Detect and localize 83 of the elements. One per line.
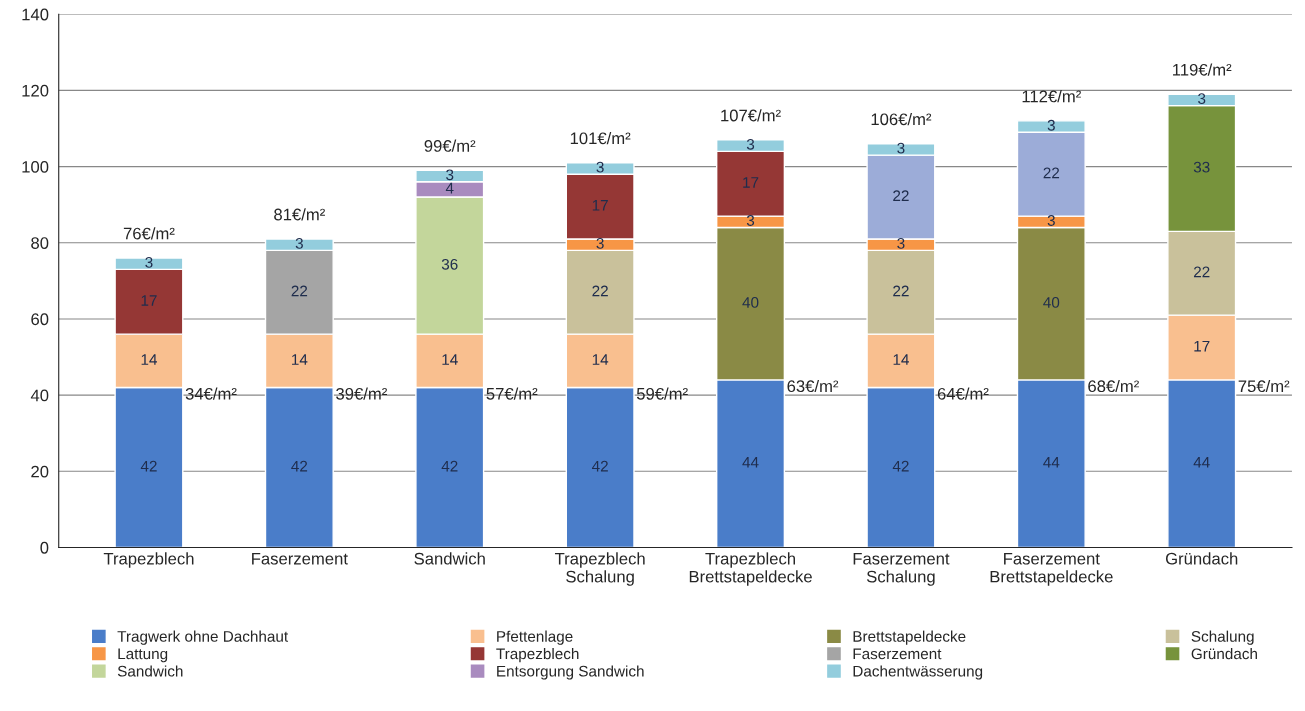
data-label: 4	[445, 182, 454, 194]
legend-label: Sandwich	[117, 665, 183, 677]
data-label: 3	[596, 161, 604, 173]
y-tick-label: 40	[30, 389, 49, 402]
x-tick-label: Faserzement Schalung	[853, 552, 950, 586]
annotation: 59€/m²	[636, 387, 688, 400]
data-label: 44	[1043, 457, 1060, 468]
data-label: 44	[1193, 457, 1210, 468]
legend-label: Schalung	[1191, 630, 1254, 645]
data-label: 42	[892, 460, 909, 472]
total-label: 106€/m²	[871, 112, 932, 126]
annotation: 68€/m²	[1088, 379, 1139, 393]
data-label: 22	[291, 285, 308, 297]
y-tick-label: 60	[31, 313, 49, 326]
total-label: 112€/m²	[1022, 90, 1081, 103]
x-tick-label: Faserzement Brettstapeldecke	[990, 552, 1113, 586]
data-label: 14	[292, 354, 308, 365]
y-tick-label: 140	[22, 8, 49, 21]
data-label: 3	[746, 215, 755, 226]
data-label: 22	[592, 285, 608, 297]
legend-label: Tragwerk ohne Dachhaut	[117, 630, 289, 645]
data-label: 14	[442, 354, 458, 365]
annotation: 39€/m²	[336, 387, 387, 400]
legend-label: Brettstapeldecke	[853, 630, 966, 645]
data-label: 22	[1193, 266, 1210, 278]
data-label: 14	[141, 354, 158, 365]
data-label: 3	[746, 138, 755, 150]
legend-label: Gründach	[1191, 648, 1257, 660]
annotation: 75€/m²	[1238, 379, 1290, 393]
data-label: 42	[140, 460, 157, 472]
legend-label: Trapezblech	[496, 648, 579, 663]
data-label: 3	[446, 169, 454, 181]
x-tick-label: Sandwich	[414, 552, 485, 565]
y-tick-label: 20	[31, 465, 49, 478]
legend-label: Lattung	[118, 648, 168, 663]
total-label: 119€/m²	[1173, 63, 1232, 76]
data-label: 44	[742, 457, 759, 468]
annotation: 57€/m²	[486, 387, 538, 400]
legend-label: Dachentwässerung	[853, 665, 983, 680]
total-label: 76€/m²	[123, 227, 175, 240]
data-label: 33	[1193, 161, 1210, 173]
annotation: 64€/m²	[937, 387, 989, 400]
data-label: 42	[592, 460, 608, 472]
x-tick-label: Trapezblech	[103, 552, 194, 568]
total-label: 107€/m²	[721, 109, 781, 122]
data-label: 40	[1043, 296, 1060, 308]
data-label: 42	[291, 460, 308, 472]
x-tick-label: Faserzement	[252, 552, 348, 565]
total-label: 101€/m²	[570, 132, 631, 145]
data-label: 14	[592, 354, 609, 365]
data-label: 14	[893, 354, 909, 365]
data-label: 3	[897, 142, 905, 154]
total-label: 99€/m²	[424, 139, 476, 152]
data-label: 22	[893, 190, 909, 201]
data-label: 42	[441, 460, 458, 472]
data-label: 17	[1194, 340, 1210, 352]
y-tick-label: 100	[22, 160, 49, 173]
data-label: 3	[295, 237, 303, 249]
legend-label: Pfettenlage	[497, 630, 573, 645]
data-label: 17	[592, 200, 608, 211]
data-label: 3	[1047, 119, 1055, 131]
x-tick-label: Trapezblech Schalung	[554, 552, 645, 586]
data-label: 3	[1198, 93, 1206, 105]
y-tick-label: 120	[22, 84, 49, 97]
legend-label: Entsorgung Sandwich	[497, 665, 644, 680]
data-label: 17	[743, 177, 759, 188]
y-tick-label: 0	[40, 541, 49, 554]
x-tick-label: Gründach	[1165, 552, 1238, 565]
total-label: 81€/m²	[274, 208, 325, 221]
data-label: 3	[1047, 215, 1055, 226]
annotation: 63€/m²	[787, 379, 839, 393]
legend-label: Faserzement	[853, 648, 942, 660]
data-label: 36	[441, 258, 458, 270]
data-label: 3	[145, 256, 153, 268]
data-label: 3	[596, 237, 604, 249]
y-tick-label: 80	[31, 237, 49, 249]
annotation: 34€/m²	[185, 387, 237, 400]
data-label: 22	[1043, 167, 1060, 179]
data-label: 40	[742, 296, 759, 308]
data-label: 17	[141, 295, 157, 306]
data-label: 3	[897, 237, 905, 249]
x-tick-label: Trapezblech Brettstapeldecke	[689, 552, 812, 586]
data-label: 22	[893, 285, 909, 297]
